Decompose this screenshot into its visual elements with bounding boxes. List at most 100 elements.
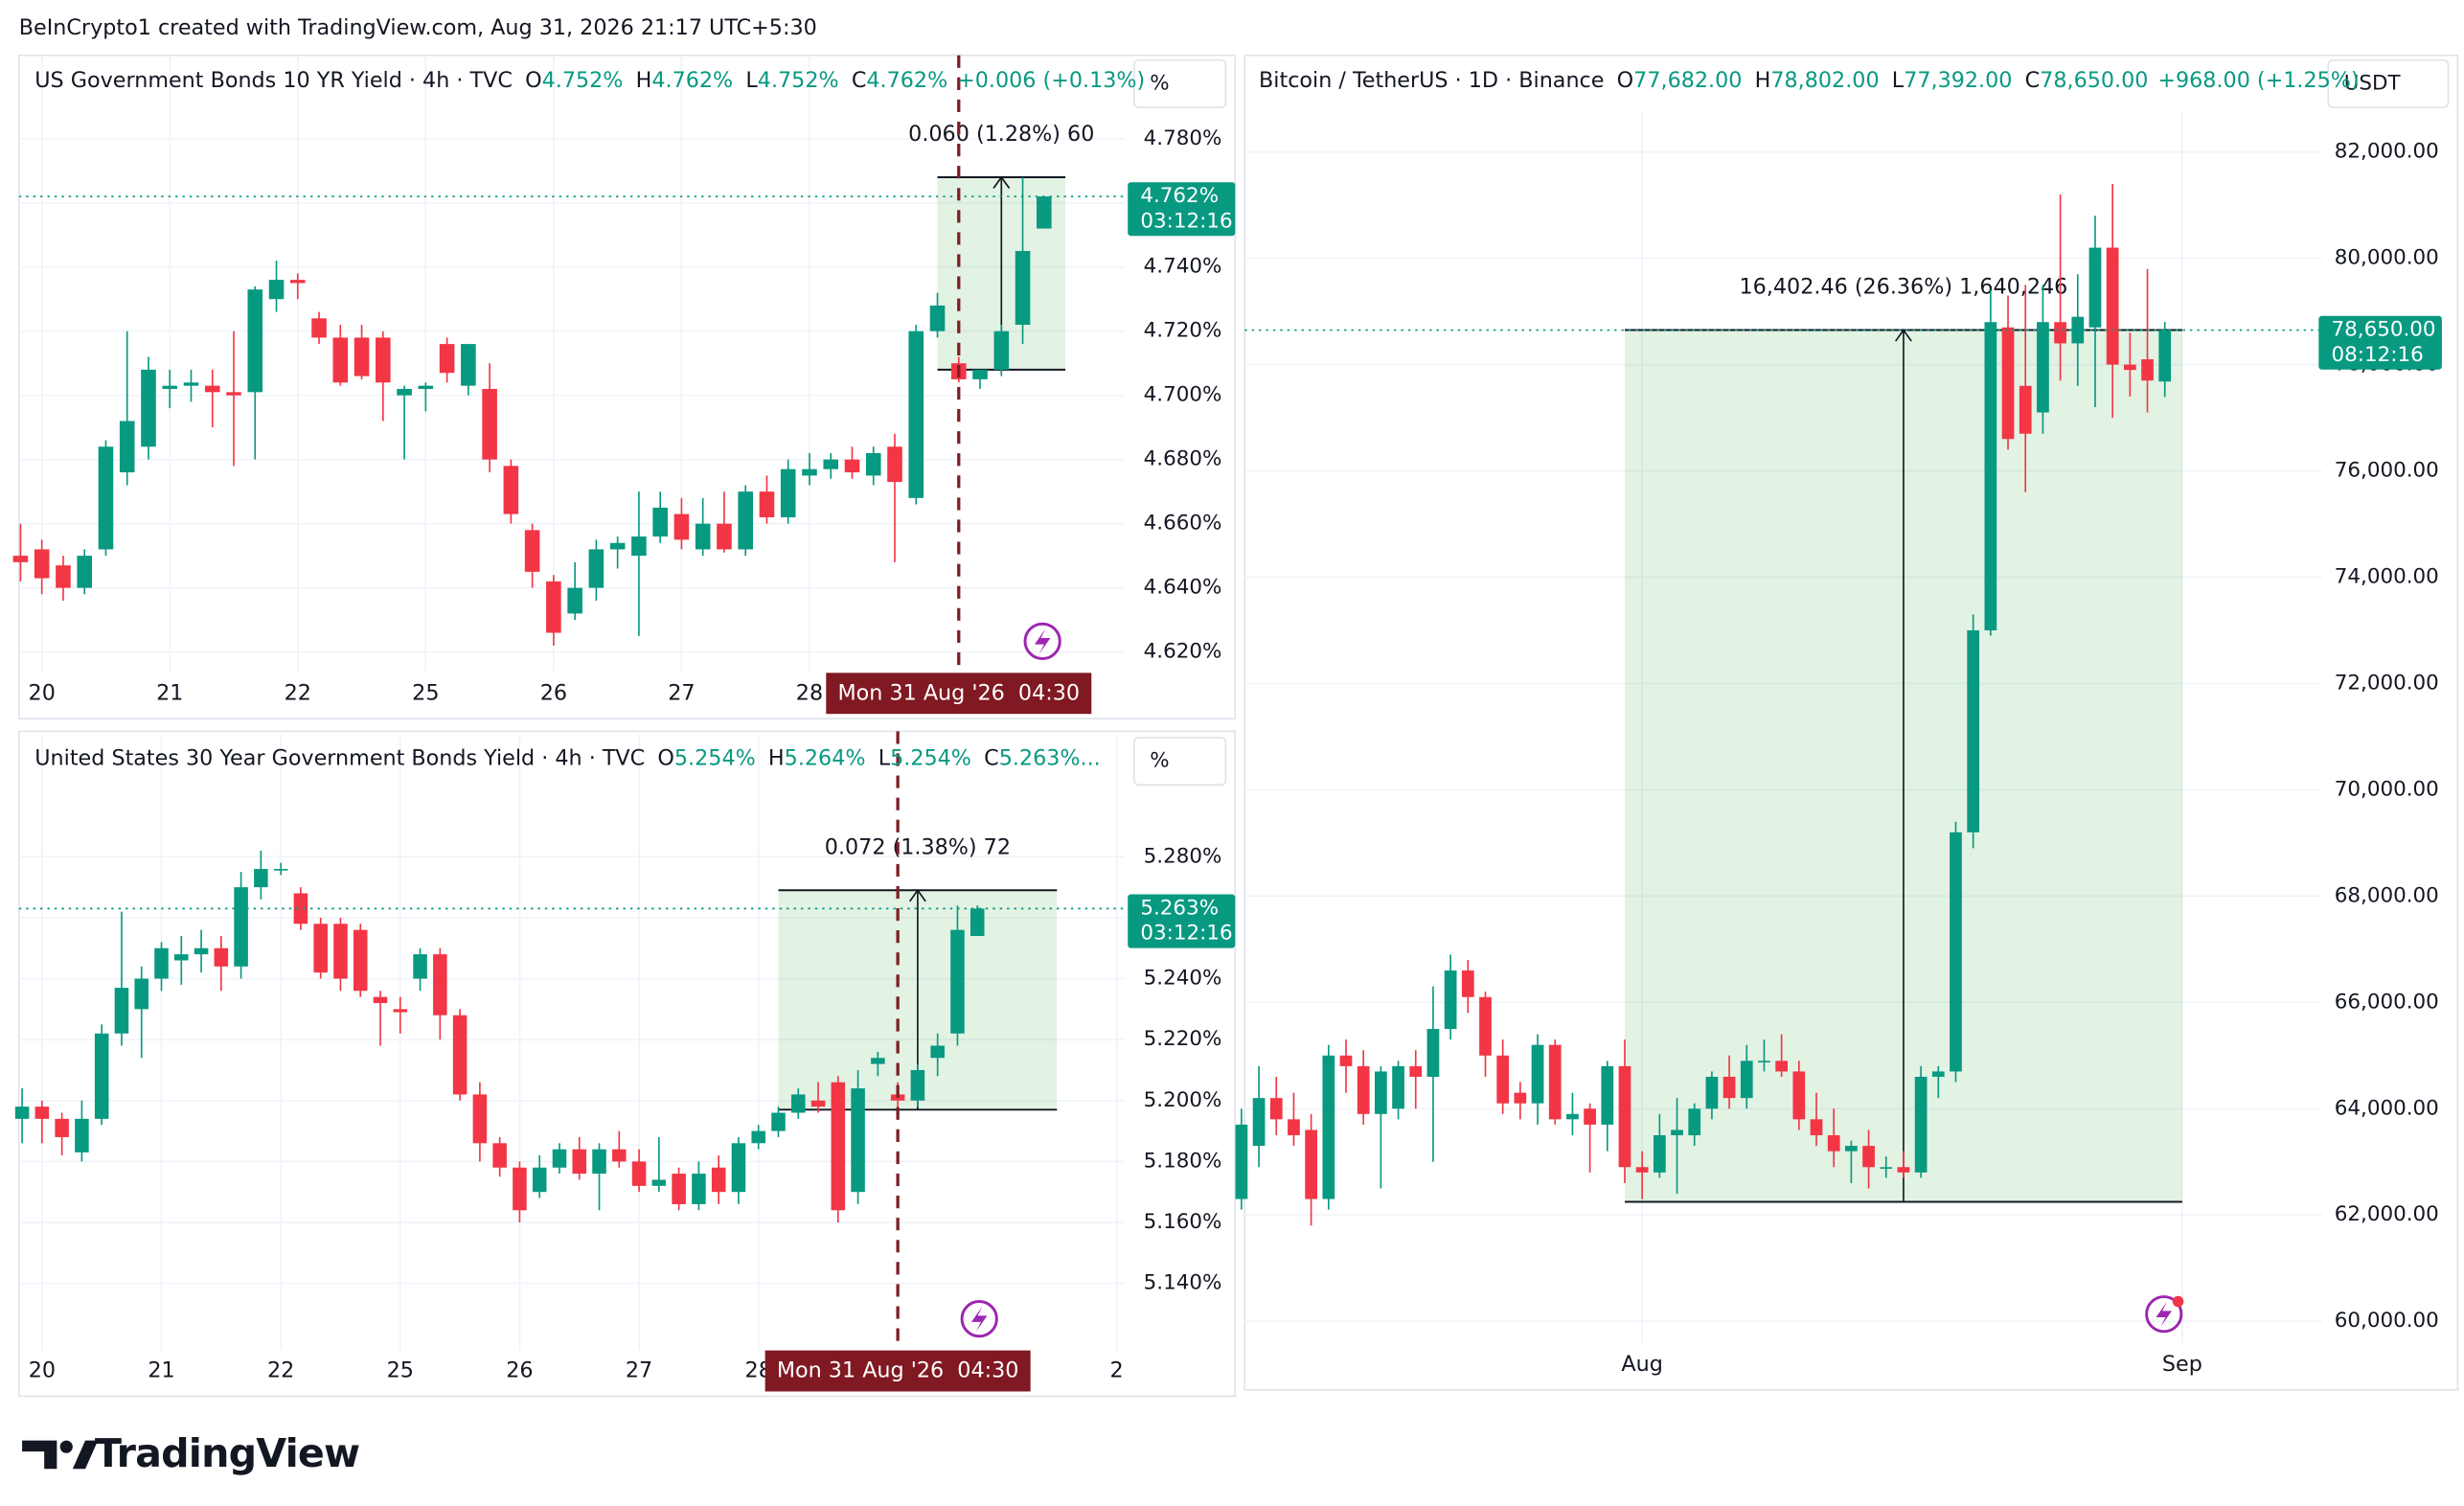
candle-body	[631, 536, 647, 557]
candle-body	[1037, 196, 1052, 229]
candle-body	[652, 507, 668, 537]
candle-body	[214, 947, 229, 967]
candle-body	[1705, 1076, 1719, 1109]
candle-body	[738, 491, 753, 550]
crosshair-tag	[764, 1350, 1031, 1392]
candle-body	[141, 369, 156, 447]
candle-body	[2141, 359, 2154, 381]
candle-body	[609, 542, 626, 550]
candle-body	[1897, 1167, 1910, 1173]
measure-label: 0.060 (1.28%) 60	[908, 122, 1094, 147]
candle-body	[780, 468, 796, 517]
candle-body	[134, 978, 148, 1010]
candle-body	[56, 565, 71, 588]
last-price-tag	[1128, 182, 1236, 237]
last-price-tag	[1128, 894, 1236, 948]
crosshair-tag	[826, 673, 1092, 715]
candle-body	[567, 587, 582, 614]
candle-body	[268, 280, 285, 300]
chart-title: Bitcoin / TetherUS · 1D · Binance	[1259, 68, 1604, 93]
legend-value: 77,392.00	[1904, 68, 2012, 93]
candle-body	[1914, 1076, 1928, 1173]
candle-body	[1775, 1061, 1789, 1072]
legend: US Government Bonds 10 YR Yield · 4h · T…	[34, 68, 1145, 93]
candle-body	[119, 421, 135, 473]
unit-box	[1132, 58, 1227, 108]
candle-body	[1967, 629, 1980, 833]
candle-body	[1950, 832, 1962, 1072]
candle-body	[98, 446, 114, 550]
candle-body	[612, 1149, 627, 1162]
candle-body	[851, 1088, 865, 1193]
x-tick-label: 20	[29, 680, 56, 705]
candle-body	[546, 581, 561, 633]
legend-key: C	[984, 745, 999, 770]
candle-body	[532, 1167, 547, 1193]
y-tick-label: 5.140%	[1144, 1271, 1222, 1295]
x-tick-label: 25	[412, 680, 439, 705]
y-tick-label: 4.660%	[1144, 512, 1222, 536]
x-tick-label: Aug	[1621, 1352, 1662, 1377]
unit-box	[2327, 58, 2450, 108]
candle-body	[1548, 1044, 1562, 1120]
candle-body	[1305, 1130, 1317, 1199]
legend-value: 5.263%...	[999, 745, 1101, 770]
candle-body	[1653, 1135, 1666, 1173]
candle-body	[2106, 247, 2119, 365]
candle-body	[1409, 1065, 1423, 1077]
candle-body	[333, 924, 348, 979]
candle-body	[1392, 1065, 1404, 1109]
candle-body	[433, 954, 447, 1015]
candle-body	[673, 513, 690, 540]
legend-value: 78,802.00	[1770, 68, 1879, 93]
candle-body	[692, 1174, 706, 1204]
candle-body	[1375, 1071, 1387, 1114]
last-price-tag	[2318, 315, 2442, 370]
candle-body	[461, 344, 476, 386]
candle-body	[482, 388, 497, 460]
candle-body	[759, 491, 775, 517]
candle-body	[802, 468, 817, 476]
measure-arrow-head	[908, 888, 926, 902]
x-tick-label: 27	[668, 680, 695, 705]
x-tick-label: 25	[387, 1358, 414, 1383]
candle-body	[2001, 327, 2015, 440]
candle-body	[1845, 1146, 1858, 1152]
y-tick-label: 66,000.00	[2335, 990, 2439, 1014]
candle-body	[524, 530, 540, 572]
y-tick-label: 4.640%	[1144, 576, 1222, 600]
y-tick-label: 72,000.00	[2335, 671, 2439, 695]
legend-key: L	[1892, 68, 1905, 93]
y-tick-label: 5.200%	[1144, 1088, 1222, 1112]
candle-body	[1322, 1055, 1335, 1199]
candle-body	[273, 869, 288, 871]
candle-body	[695, 523, 711, 550]
candle-body	[1566, 1113, 1579, 1120]
x-tick-label: 20	[29, 1358, 56, 1383]
candle-body	[823, 459, 839, 469]
candle-body	[993, 331, 1010, 370]
y-tick-label: 74,000.00	[2335, 564, 2439, 588]
alert-icon	[960, 622, 2184, 1338]
candle-body	[1671, 1130, 1683, 1136]
y-tick-label: 5.240%	[1144, 967, 1222, 991]
candle-body	[1339, 1055, 1353, 1066]
candle-body	[354, 337, 370, 376]
candle-body	[332, 337, 349, 383]
y-tick-label: 4.720%	[1144, 319, 1222, 343]
candle-body	[114, 988, 129, 1034]
candle-body	[572, 1149, 587, 1175]
candle-body	[871, 1058, 885, 1064]
candle-body	[1931, 1071, 1945, 1077]
unit-label: %	[1150, 749, 1169, 773]
candle-body	[2158, 330, 2172, 382]
x-tick-label: 21	[148, 1358, 174, 1383]
candle-body	[831, 1082, 846, 1211]
candle-body	[1618, 1065, 1631, 1168]
crosshair-label: Mon 31 Aug '26 04:30	[777, 1358, 1019, 1383]
countdown-label: 03:12:16	[1140, 922, 1232, 946]
candle-body	[162, 385, 178, 389]
candle-body	[1584, 1108, 1596, 1125]
tradingview-logo: TradingView	[22, 1430, 360, 1476]
